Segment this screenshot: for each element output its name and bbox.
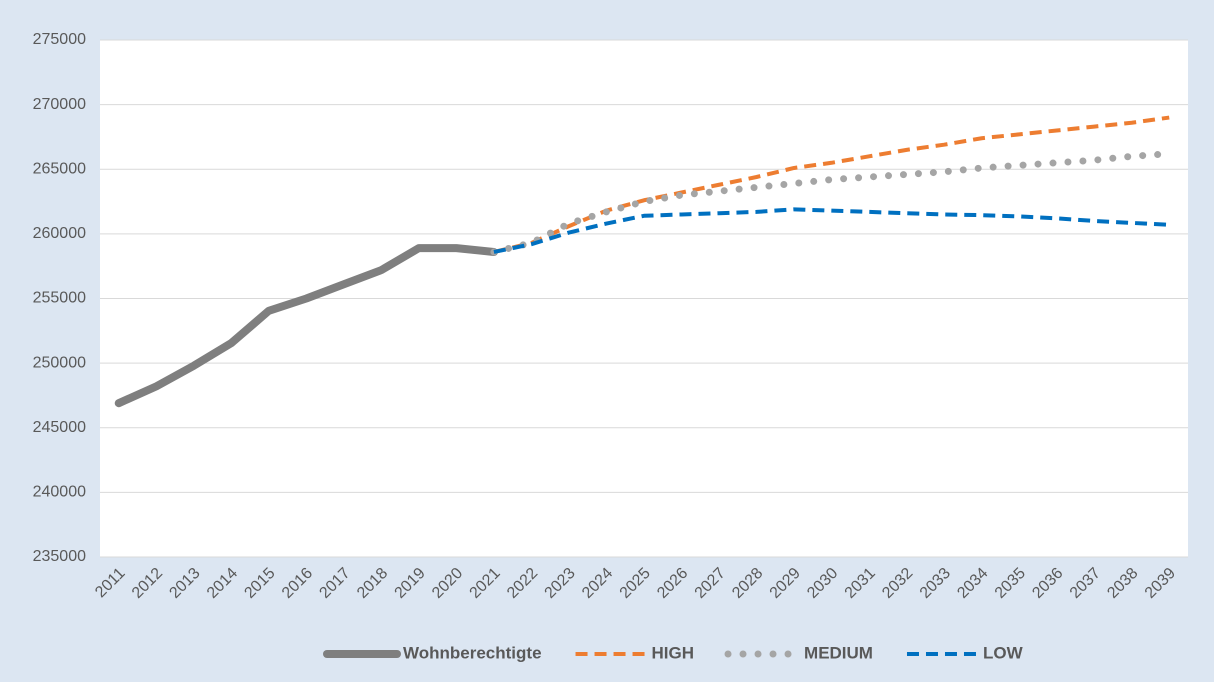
- y-tick-label: 265000: [33, 160, 86, 177]
- x-tick-label: 2018: [354, 565, 391, 602]
- series-line: [490, 150, 1173, 256]
- series-line: [493, 207, 1170, 254]
- x-tick-label: 2013: [166, 565, 203, 602]
- x-tick-label: 2012: [129, 565, 166, 602]
- x-tick-label: 2028: [729, 565, 766, 602]
- y-tick-label: 255000: [33, 290, 86, 307]
- x-tick-label: 2024: [579, 565, 616, 602]
- x-tick-label: 2022: [504, 565, 541, 602]
- y-tick-label: 250000: [33, 354, 86, 371]
- x-tick-label: 2011: [92, 565, 128, 601]
- x-tick-label: 2027: [692, 565, 729, 602]
- x-tick-label: 2039: [1142, 565, 1179, 602]
- x-tick-label: 2036: [1029, 565, 1066, 602]
- x-tick-label: 2034: [954, 565, 991, 602]
- x-tick-label: 2020: [429, 565, 466, 602]
- x-tick-label: 2029: [767, 565, 804, 602]
- x-tick-label: 2017: [316, 565, 353, 602]
- y-tick-label: 260000: [33, 225, 86, 242]
- x-tick-label: 2035: [992, 565, 1029, 602]
- legend-label: Wohnberechtigte: [403, 643, 542, 662]
- x-tick-label: 2014: [204, 565, 241, 602]
- legend-label: HIGH: [652, 643, 695, 662]
- y-tick-label: 240000: [33, 484, 86, 501]
- x-tick-label: 2032: [879, 565, 916, 602]
- y-tick-label: 275000: [33, 31, 86, 48]
- x-tick-label: 2021: [467, 565, 504, 602]
- legend-label: LOW: [983, 643, 1024, 662]
- y-tick-label: 245000: [33, 419, 86, 436]
- x-tick-label: 2019: [392, 565, 429, 602]
- x-tick-label: 2033: [917, 565, 954, 602]
- y-tick-label: 235000: [33, 548, 86, 565]
- x-tick-label: 2031: [842, 565, 879, 602]
- x-tick-label: 2025: [617, 565, 654, 602]
- y-tick-label: 270000: [33, 96, 86, 113]
- x-tick-label: 2026: [654, 565, 691, 602]
- x-tick-label: 2023: [542, 565, 579, 602]
- x-tick-label: 2030: [804, 565, 841, 602]
- x-tick-label: 2015: [241, 565, 278, 602]
- x-tick-label: 2037: [1067, 565, 1104, 602]
- x-tick-label: 2038: [1104, 565, 1141, 602]
- x-tick-label: 2016: [279, 565, 316, 602]
- legend-label: MEDIUM: [804, 643, 873, 662]
- series-line: [114, 244, 498, 408]
